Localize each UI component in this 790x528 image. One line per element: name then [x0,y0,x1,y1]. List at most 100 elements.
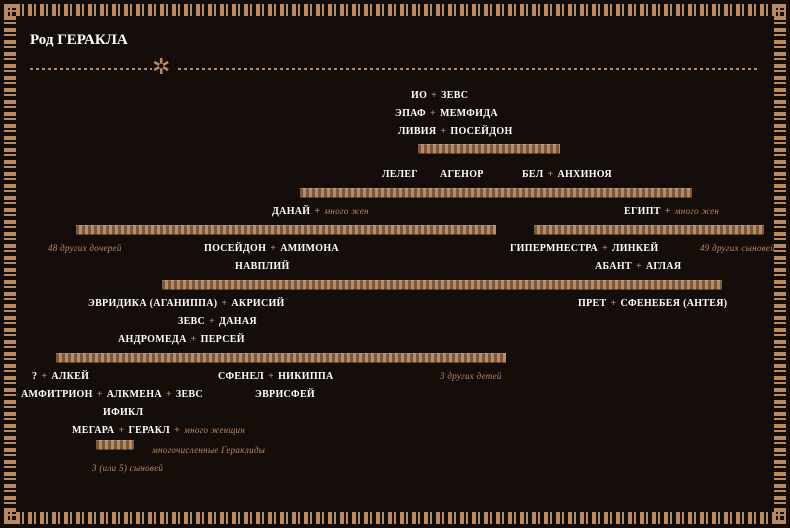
tree-node-megara: МЕГАРА+ГЕРАКЛ+много женщин [72,425,245,436]
tree-node-zeus2: ЗЕВС+ДАНАЯ [178,316,257,327]
generation-bar [56,353,506,363]
union-plus: + [114,425,128,436]
tree-name: ЕГИПТ [624,206,661,217]
generation-bar [534,225,764,235]
union-plus: + [606,298,620,309]
tree-note: многочисленные Гераклиды [152,445,265,455]
union-plus: + [162,389,176,400]
tree-name: СФЕНЕБЕЯ (АНТЕЯ) [620,298,727,309]
tree-name: АБАНТ [595,261,632,272]
tree-note: 3 (или 5) сыновей [92,463,163,473]
tree-name: ЭВРИДИКА (АГАНИППА) [88,298,217,309]
tree-name: ДАНАЙ [272,206,310,217]
tree-name: ДАНАЯ [219,316,257,327]
tree-name: ГИПЕРМНЕСТРА [510,243,598,254]
tree-note: 3 других детей [440,371,502,381]
tree-node-agenor: АГЕНОР [440,169,484,180]
union-plus: + [93,389,107,400]
union-plus: + [632,261,646,272]
union-plus: + [217,298,231,309]
union-plus: + [170,425,184,436]
tree-node-q_alkei: ?+АЛКЕЙ [32,371,89,382]
tree-name: ЭВРИСФЕЙ [255,389,315,400]
tree-name: ИФИКЛ [103,407,143,418]
tree-node-heracl: многочисленные Гераклиды [152,445,265,456]
tree-name: НАВПЛИЙ [235,261,290,272]
tree-note: много женщин [184,425,245,435]
tree-name: ИО [411,90,427,101]
tree-node-3other: 3 других детей [440,371,502,382]
genealogy-diagram: Род ГЕРАКЛА✲ИО+ЗЕВСЭПАФ+МЕМФИДАЛИВИЯ+ПОС… [0,0,790,528]
tree-name: АГЛАЯ [646,261,681,272]
tree-note: много жен [675,206,719,216]
tree-node-pret: ПРЕТ+СФЕНЕБЕЯ (АНТЕЯ) [578,298,727,309]
tree-name: АМФИТРИОН [21,389,93,400]
generation-bar [162,280,722,290]
generation-bar [418,144,560,154]
union-plus: + [187,334,201,345]
page-title: Род ГЕРАКЛА [30,32,128,49]
tree-name: АНДРОМЕДА [118,334,187,345]
tree-name: ЛИНКЕЙ [612,243,659,254]
tree-node-androm: АНДРОМЕДА+ПЕРСЕЙ [118,334,245,345]
tree-name: СФЕНЕЛ [218,371,264,382]
ornament-line-right [178,68,760,70]
tree-name: АКРИСИЙ [231,298,284,309]
tree-name: БЕЛ [522,169,544,180]
union-plus: + [544,169,558,180]
tree-node-bel: БЕЛ+АНХИНОЯ [522,169,612,180]
tree-node-3or5: 3 (или 5) сыновей [92,463,163,474]
tree-name: ГЕРАКЛ [128,425,170,436]
tree-name: ЭПАФ [395,108,426,119]
union-plus: + [436,126,450,137]
tree-name: ЗЕВС [441,90,468,101]
union-plus: + [205,316,219,327]
tree-node-leleg: ЛЕЛЕГ [382,169,418,180]
union-plus: + [37,371,51,382]
union-plus: + [310,206,324,217]
union-plus: + [661,206,675,217]
ornament-star-icon: ✲ [152,56,170,78]
ornament-line-left [30,68,152,70]
union-plus: + [266,243,280,254]
tree-node-navpli: НАВПЛИЙ [235,261,290,272]
union-plus: + [427,90,441,101]
tree-node-48d: 48 других дочерей [48,243,122,254]
tree-name: ПЕРСЕЙ [201,334,245,345]
tree-node-evryd: ЭВРИДИКА (АГАНИППА)+АКРИСИЙ [88,298,285,309]
tree-node-sfenel: СФЕНЕЛ+НИКИППА [218,371,334,382]
tree-node-livia: ЛИВИЯ+ПОСЕЙДОН [398,126,513,137]
frame-border [4,512,786,524]
tree-name: ЛЕЛЕГ [382,169,418,180]
tree-name: ЗЕВС [178,316,205,327]
tree-node-danai: ДАНАЙ+много жен [272,206,369,217]
frame-border [4,4,786,16]
tree-note: много жен [324,206,368,216]
frame-border [774,4,786,524]
tree-node-hyper: ГИПЕРМНЕСТРА+ЛИНКЕЙ [510,243,658,254]
tree-name: ПОСЕЙДОН [450,126,512,137]
tree-node-epaf: ЭПАФ+МЕМФИДА [395,108,498,119]
union-plus: + [426,108,440,119]
generation-bar [96,440,134,450]
tree-name: ЛИВИЯ [398,126,436,137]
tree-note: 48 других дочерей [48,243,122,253]
tree-name: АНХИНОЯ [558,169,612,180]
tree-name: ПОСЕЙДОН [204,243,266,254]
tree-name: АМИМОНА [280,243,339,254]
tree-node-amfitr: АМФИТРИОН+АЛКМЕНА+ЗЕВС [21,389,203,400]
tree-note: 49 других сыновей [700,243,775,253]
tree-node-ifikl: ИФИКЛ [103,407,143,418]
tree-name: МЕМФИДА [440,108,498,119]
generation-bar [300,188,692,198]
tree-name: ЗЕВС [176,389,203,400]
tree-node-poseidon2: ПОСЕЙДОН+АМИМОНА [204,243,339,254]
tree-name: АЛКМЕНА [107,389,162,400]
tree-node-egipt: ЕГИПТ+много жен [624,206,719,217]
tree-node-49s: 49 других сыновей [700,243,775,254]
generation-bar [76,225,496,235]
union-plus: + [264,371,278,382]
tree-name: ПРЕТ [578,298,606,309]
tree-name: АГЕНОР [440,169,484,180]
tree-name: НИКИППА [278,371,333,382]
